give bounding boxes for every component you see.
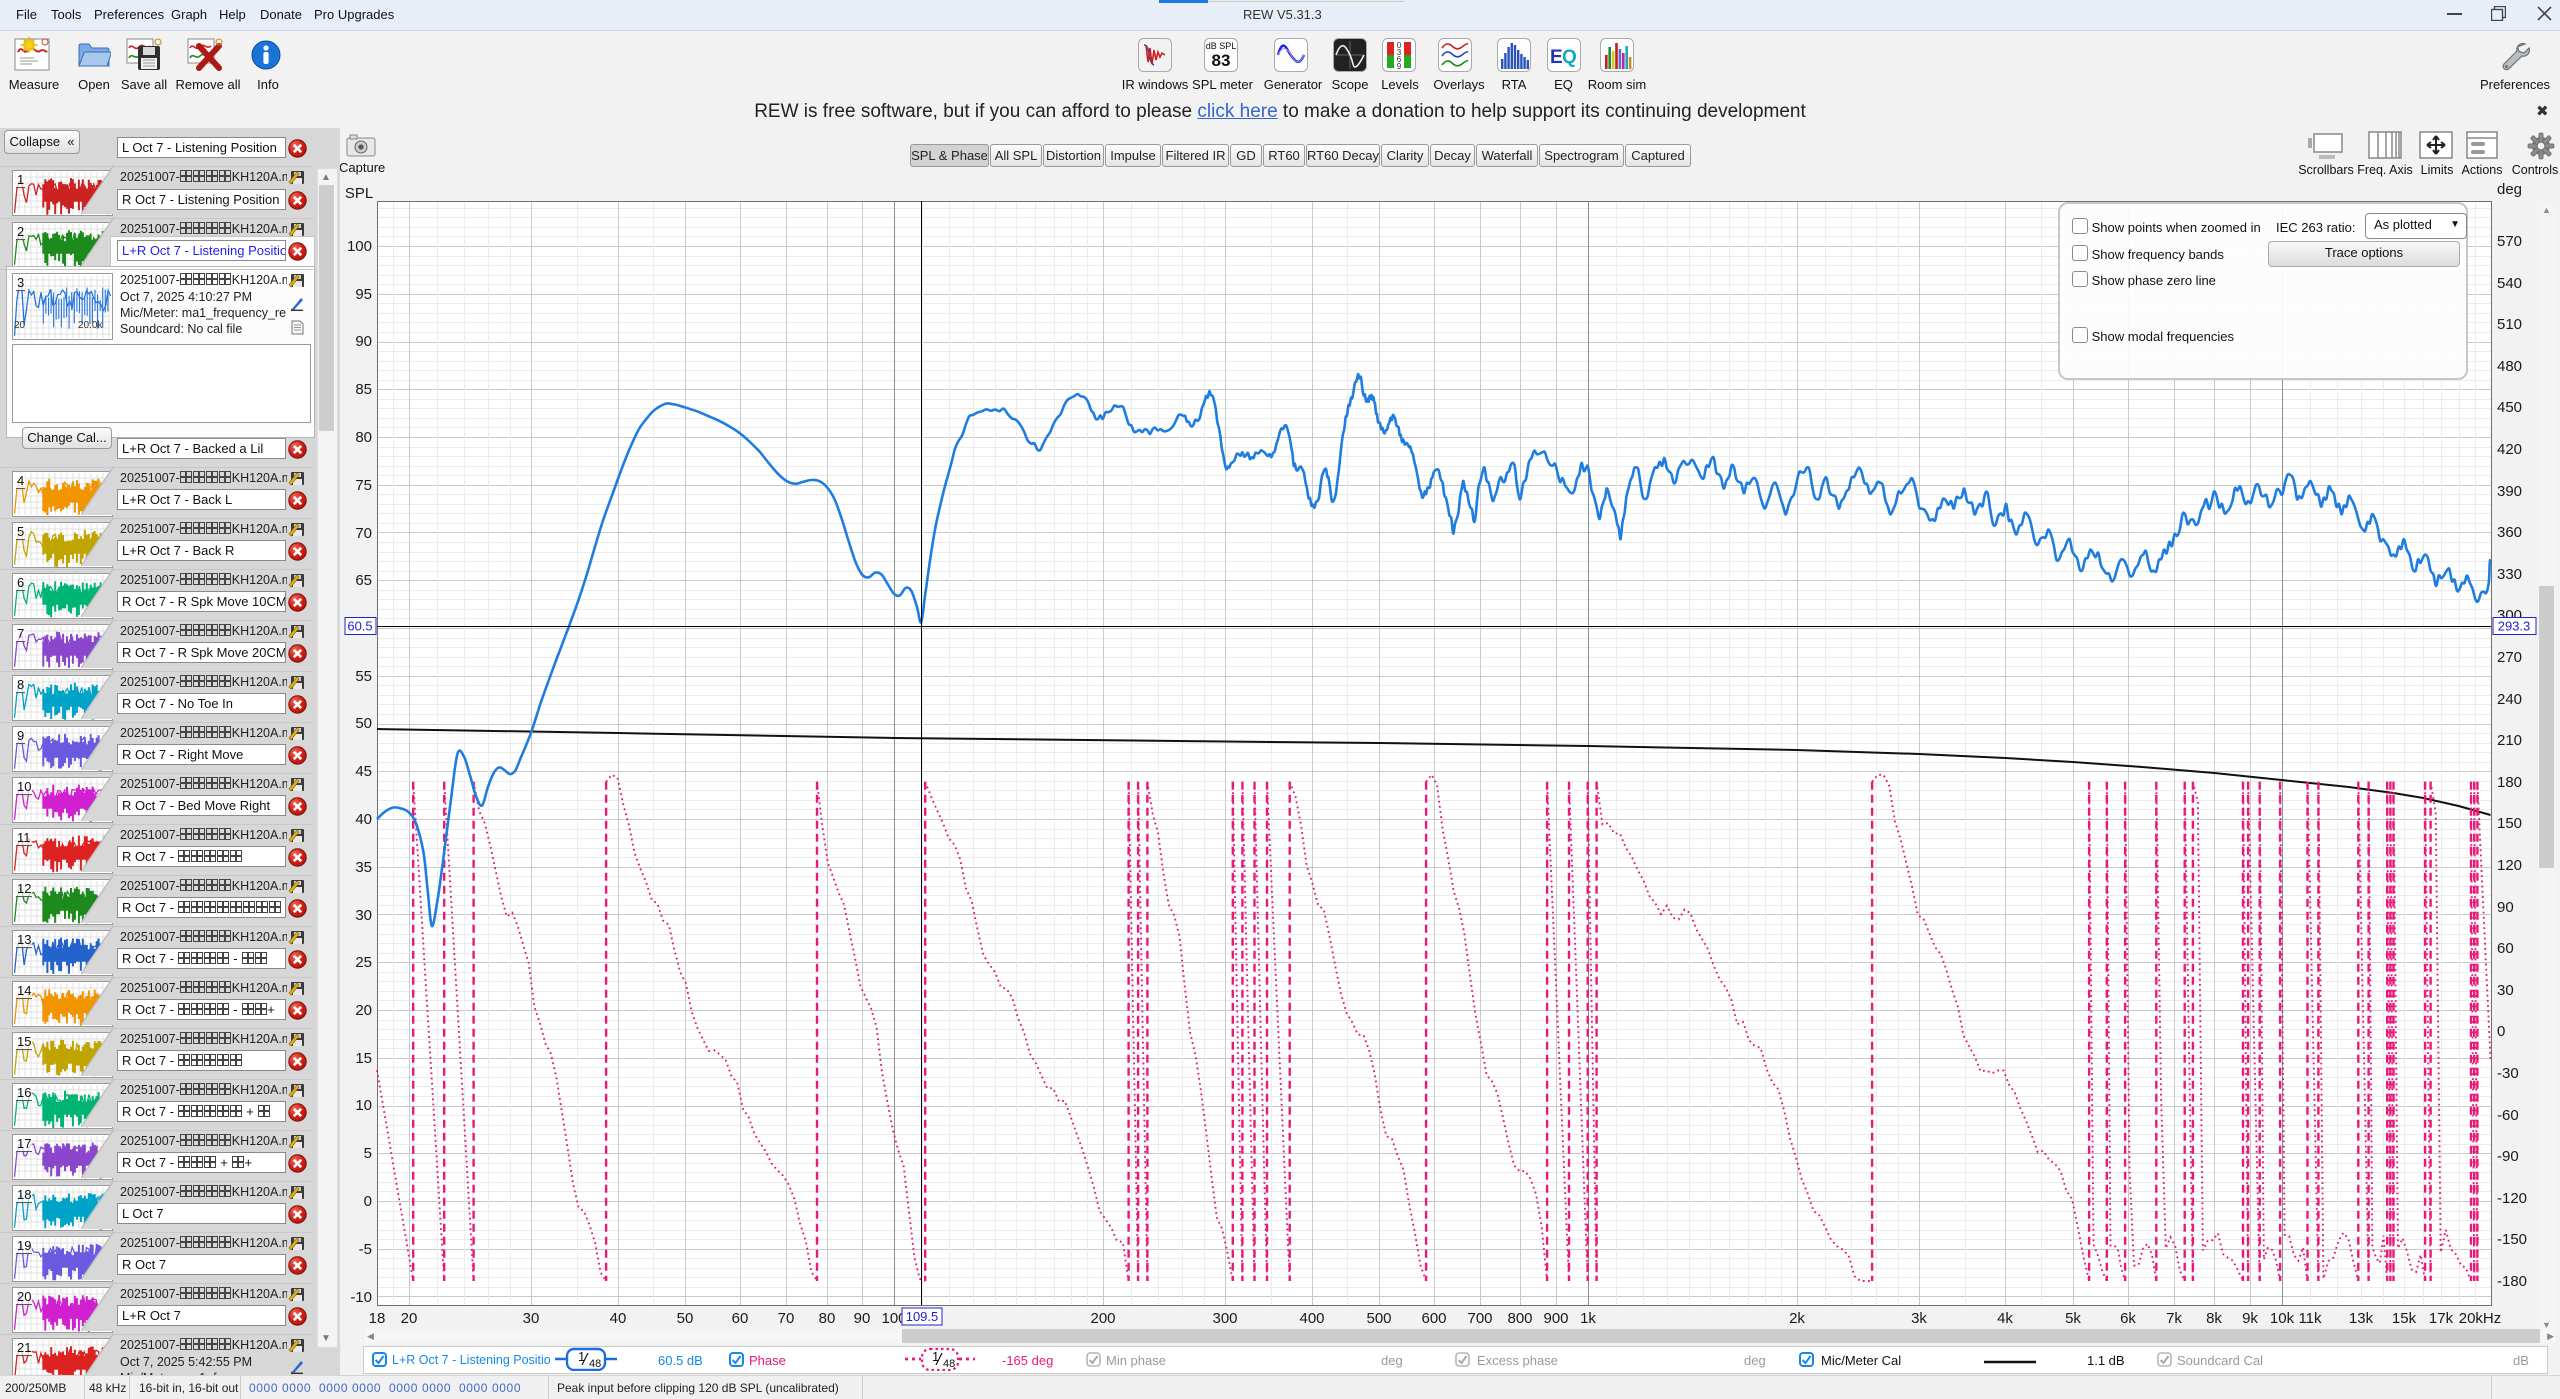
svg-text:3k: 3k [1911, 1310, 1927, 1327]
svg-text:20kHz: 20kHz [2459, 1310, 2502, 1327]
svg-text:-90: -90 [2497, 1148, 2519, 1165]
svg-text:900: 900 [1543, 1310, 1568, 1327]
svg-text:800: 800 [1507, 1310, 1532, 1327]
svg-text:360: 360 [2497, 524, 2522, 541]
svg-text:20: 20 [401, 1310, 418, 1327]
svg-text:deg: deg [2497, 181, 2522, 198]
svg-text:6: 6 [1397, 55, 1402, 64]
svg-text:80: 80 [819, 1310, 836, 1327]
svg-text:480: 480 [2497, 358, 2522, 375]
svg-text:Q: Q [1562, 47, 1577, 68]
svg-text:1: 1 [578, 1349, 585, 1364]
svg-text:400: 400 [1299, 1310, 1324, 1327]
svg-text:0: 0 [364, 1193, 372, 1210]
svg-text:30: 30 [523, 1310, 540, 1327]
svg-text:-150: -150 [2497, 1231, 2527, 1248]
svg-text:300: 300 [1212, 1310, 1237, 1327]
svg-text:100: 100 [347, 238, 372, 255]
svg-text:90: 90 [355, 333, 372, 350]
svg-text:20: 20 [355, 1002, 372, 1019]
svg-text:8k: 8k [2206, 1310, 2222, 1327]
svg-text:1: 1 [932, 1349, 939, 1364]
svg-text:500: 500 [1366, 1310, 1391, 1327]
svg-text:90: 90 [854, 1310, 871, 1327]
svg-text:7k: 7k [2166, 1310, 2182, 1327]
svg-text:65: 65 [355, 572, 372, 589]
svg-text:200: 200 [1090, 1310, 1115, 1327]
svg-text:40: 40 [355, 811, 372, 828]
svg-text:109.5: 109.5 [906, 1309, 939, 1324]
svg-text:E: E [1550, 47, 1563, 68]
svg-text:15: 15 [355, 1050, 372, 1067]
svg-text:45: 45 [355, 763, 372, 780]
svg-text:15k: 15k [2392, 1310, 2417, 1327]
svg-text:60: 60 [732, 1310, 749, 1327]
svg-text:700: 700 [1467, 1310, 1492, 1327]
svg-text:510: 510 [2497, 316, 2522, 333]
svg-text:2k: 2k [1789, 1310, 1805, 1327]
svg-text:85: 85 [355, 381, 372, 398]
svg-text:90: 90 [2497, 899, 2514, 916]
svg-text:0: 0 [1397, 41, 1402, 50]
svg-text:48: 48 [589, 1358, 601, 1370]
svg-text:10: 10 [355, 1097, 372, 1114]
svg-text:35: 35 [355, 859, 372, 876]
svg-text:450: 450 [2497, 399, 2522, 416]
svg-text:570: 570 [2497, 233, 2522, 250]
svg-text:100: 100 [881, 1310, 906, 1327]
svg-text:-5: -5 [359, 1241, 372, 1258]
svg-text:50: 50 [677, 1310, 694, 1327]
svg-text:10k: 10k [2270, 1310, 2295, 1327]
svg-text:330: 330 [2497, 566, 2522, 583]
svg-text:6k: 6k [2120, 1310, 2136, 1327]
svg-text:120: 120 [2497, 857, 2522, 874]
svg-text:1k: 1k [1580, 1310, 1596, 1327]
svg-text:240: 240 [2497, 691, 2522, 708]
svg-text:293.3: 293.3 [2498, 619, 2531, 634]
svg-text:48: 48 [943, 1358, 955, 1370]
svg-text:5: 5 [364, 1145, 372, 1162]
svg-text:5k: 5k [2065, 1310, 2081, 1327]
svg-text:60.5: 60.5 [347, 619, 372, 634]
svg-text:-60: -60 [2497, 1107, 2519, 1124]
svg-text:180: 180 [2497, 774, 2522, 791]
svg-text:70: 70 [778, 1310, 795, 1327]
svg-text:9: 9 [1397, 62, 1402, 71]
svg-text:270: 270 [2497, 649, 2522, 666]
svg-text:150: 150 [2497, 815, 2522, 832]
svg-text:210: 210 [2497, 732, 2522, 749]
svg-text:60: 60 [2497, 940, 2514, 957]
svg-text:-180: -180 [2497, 1273, 2527, 1290]
svg-text:SPL: SPL [345, 185, 373, 202]
svg-text:18: 18 [369, 1310, 386, 1327]
svg-text:55: 55 [355, 668, 372, 685]
svg-text:9k: 9k [2242, 1310, 2258, 1327]
svg-text:75: 75 [355, 477, 372, 494]
svg-text:-10: -10 [350, 1289, 372, 1306]
svg-text:4k: 4k [1997, 1310, 2013, 1327]
svg-text:0: 0 [2497, 1023, 2505, 1040]
svg-text:30: 30 [355, 907, 372, 924]
svg-text:13k: 13k [2349, 1310, 2374, 1327]
svg-text:50: 50 [355, 715, 372, 732]
svg-text:80: 80 [355, 429, 372, 446]
svg-text:30: 30 [2497, 982, 2514, 999]
svg-text:dB SPL: dB SPL [1206, 41, 1237, 51]
svg-text:-120: -120 [2497, 1190, 2527, 1207]
svg-text:25: 25 [355, 954, 372, 971]
svg-text:11k: 11k [2298, 1310, 2322, 1327]
svg-text:70: 70 [355, 525, 372, 542]
svg-text:390: 390 [2497, 483, 2522, 500]
svg-text:95: 95 [355, 286, 372, 303]
svg-text:-30: -30 [2497, 1065, 2519, 1082]
svg-text:540: 540 [2497, 275, 2522, 292]
svg-text:83: 83 [1212, 51, 1231, 70]
svg-text:600: 600 [1421, 1310, 1446, 1327]
svg-text:420: 420 [2497, 441, 2522, 458]
svg-text:40: 40 [610, 1310, 627, 1327]
svg-text:17k: 17k [2429, 1310, 2454, 1327]
svg-text:3: 3 [1397, 48, 1402, 57]
